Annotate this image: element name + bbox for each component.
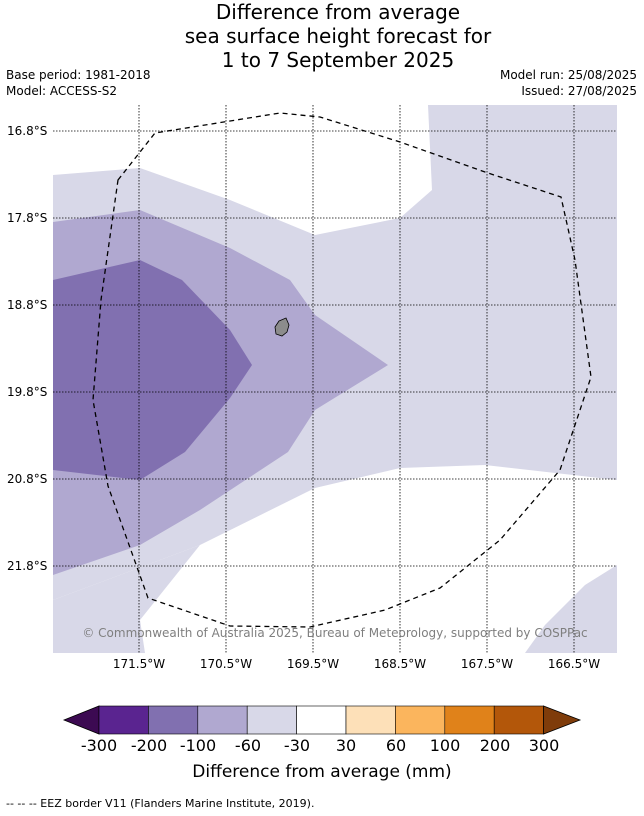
colorbar-segment xyxy=(444,705,495,735)
cb-tick-4: -60 xyxy=(234,736,262,755)
colorbar-segment xyxy=(296,705,347,735)
title-line-3: 1 to 7 September 2025 xyxy=(221,48,455,72)
lon-label-3: 169.5°W xyxy=(286,657,340,671)
colorbar-segment xyxy=(395,705,446,735)
contour-dark xyxy=(53,260,252,480)
lon-label-1: 171.5°W xyxy=(112,657,166,671)
colorbar-segment xyxy=(246,705,297,735)
lat-label-2: 17.8°S xyxy=(7,211,48,225)
issued-date: Issued: 27/08/2025 xyxy=(521,84,637,98)
map-contours xyxy=(53,105,617,653)
contour-light-bottom-left xyxy=(53,545,200,653)
cb-tick-7: 60 xyxy=(385,736,407,755)
lat-label-5: 20.8°S xyxy=(7,472,48,486)
cb-tick-9: 200 xyxy=(479,736,511,755)
island-niue xyxy=(274,317,290,337)
lon-label-2: 170.5°W xyxy=(199,657,253,671)
cb-tick-1: -300 xyxy=(80,736,118,755)
colorbar-label: Difference from average (mm) xyxy=(192,762,452,782)
colorbar-extend-high xyxy=(543,705,582,735)
model-name: Model: ACCESS-S2 xyxy=(6,84,118,98)
meta-right: Model run: 25/08/2025 Issued: 27/08/2025 xyxy=(500,67,637,99)
cb-tick-2: -200 xyxy=(130,736,168,755)
lon-label-6: 166.5°W xyxy=(547,657,601,671)
lon-label-5: 167.5°W xyxy=(460,657,514,671)
title-line-2: sea surface height forecast for xyxy=(184,24,492,48)
colorbar-segment xyxy=(197,705,248,735)
colorbar-segment xyxy=(493,705,544,735)
model-run: Model run: 25/08/2025 xyxy=(499,68,637,82)
map-title: Difference from average sea surface heig… xyxy=(0,0,644,72)
colorbar-extend-low xyxy=(62,705,100,735)
lat-label-1: 16.8°S xyxy=(7,124,48,138)
colorbar-segments xyxy=(62,705,582,735)
title-line-1: Difference from average xyxy=(215,0,461,24)
cb-tick-10: 300 xyxy=(528,736,560,755)
colorbar-segment xyxy=(345,705,396,735)
copyright-notice: © Commonwealth of Australia 2025, Bureau… xyxy=(82,626,588,640)
eez-footnote: -- -- -- EEZ border V11 (Flanders Marine… xyxy=(6,797,315,810)
colorbar-segment xyxy=(148,705,199,735)
cb-tick-8: 100 xyxy=(429,736,461,755)
contour-light-corner xyxy=(525,565,617,653)
lon-label-4: 168.5°W xyxy=(373,657,427,671)
cb-tick-6: 30 xyxy=(335,736,357,755)
cb-tick-3: -100 xyxy=(179,736,217,755)
eez-border xyxy=(92,112,592,628)
lat-label-6: 21.8°S xyxy=(7,559,48,573)
colorbar-segment xyxy=(98,705,149,735)
lat-label-3: 18.8°S xyxy=(7,298,48,312)
graticule xyxy=(53,105,617,653)
base-period: Base period: 1981-2018 xyxy=(6,68,151,82)
meta-left: Base period: 1981-2018 Model: ACCESS-S2 xyxy=(6,67,151,99)
cb-tick-5: -30 xyxy=(283,736,311,755)
lat-label-4: 19.8°S xyxy=(7,385,48,399)
